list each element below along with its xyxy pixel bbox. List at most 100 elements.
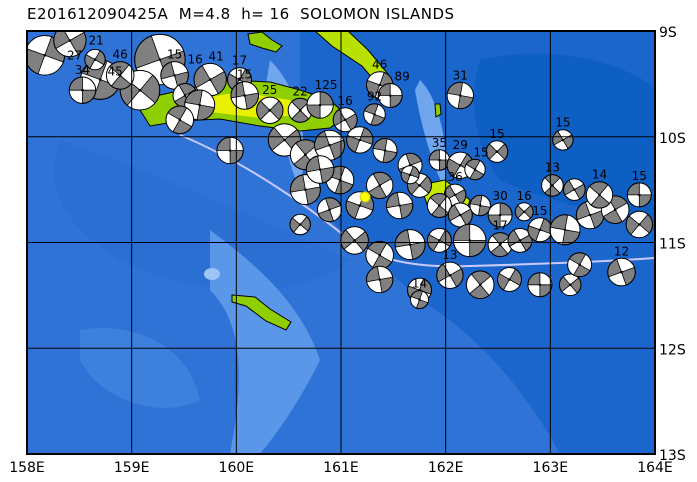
beachball[interactable]: [363, 68, 397, 102]
beachball[interactable]: [549, 126, 577, 154]
beachball[interactable]: [461, 265, 500, 304]
beachball[interactable]: [428, 149, 451, 171]
beachball[interactable]: [364, 264, 395, 295]
p-axis-dot: [118, 74, 122, 77]
beachball[interactable]: [525, 214, 556, 245]
p-axis-dot: [478, 283, 482, 287]
beachball[interactable]: [216, 136, 244, 165]
p-axis-dot: [453, 193, 457, 197]
beachball[interactable]: [361, 236, 399, 274]
beachball[interactable]: [384, 190, 415, 221]
beachball[interactable]: [304, 154, 336, 186]
p-axis-dot: [568, 283, 572, 287]
beachball[interactable]: [560, 175, 590, 205]
depth-label: 16: [338, 94, 353, 108]
beachball[interactable]: [537, 170, 568, 201]
p-axis-dot: [183, 94, 187, 97]
p-axis-dot: [538, 228, 542, 232]
beachball[interactable]: [399, 163, 422, 186]
beachball[interactable]: [461, 156, 489, 184]
beachball[interactable]: [408, 288, 431, 311]
p-axis-dot: [298, 109, 302, 112]
target-event-marker[interactable]: [359, 191, 371, 203]
beachball[interactable]: [468, 194, 492, 218]
p-axis-dot: [243, 94, 246, 97]
beachball[interactable]: [371, 137, 399, 165]
depth-label: 12: [614, 244, 629, 258]
depth-label: 31: [453, 68, 468, 82]
beachball[interactable]: [335, 221, 374, 260]
map-title: E201612090425A M=4.8 h= 16 SOLOMON ISLAN…: [27, 5, 455, 23]
focal-mechanisms: [27, 18, 658, 311]
beachball[interactable]: [453, 223, 487, 258]
beachball[interactable]: [182, 88, 217, 123]
beachball[interactable]: [251, 92, 288, 129]
beachball[interactable]: [48, 18, 92, 62]
p-axis-dot: [304, 153, 307, 156]
beachball[interactable]: [288, 172, 323, 207]
p-axis-dot: [598, 193, 601, 197]
beachball[interactable]: [362, 167, 398, 203]
depth-label: 45: [108, 65, 123, 79]
beachball[interactable]: [527, 272, 553, 298]
p-axis-dot: [408, 173, 412, 177]
beachball[interactable]: [444, 199, 477, 232]
p-axis-dot: [438, 158, 441, 162]
lat-tick-label: 9S: [659, 25, 677, 41]
beachball[interactable]: [229, 80, 261, 112]
p-axis-dot: [388, 94, 392, 97]
beachball[interactable]: [377, 83, 403, 108]
beachball[interactable]: [621, 206, 658, 243]
beachball[interactable]: [158, 58, 192, 92]
p-axis-dot: [138, 88, 142, 92]
beachball[interactable]: [487, 202, 513, 228]
beachball[interactable]: [563, 248, 596, 281]
beachball[interactable]: [445, 80, 476, 111]
depth-label: 27: [67, 48, 82, 62]
p-axis-dot: [438, 239, 441, 242]
depth-label: 15: [532, 204, 547, 218]
beachball[interactable]: [555, 270, 585, 300]
beachball[interactable]: [306, 91, 334, 119]
beachball[interactable]: [329, 103, 362, 136]
beachball[interactable]: [511, 199, 536, 224]
beachball[interactable]: [81, 46, 109, 74]
beachball[interactable]: [161, 101, 199, 139]
lon-tick-label: 164E: [637, 460, 673, 476]
beachball[interactable]: [626, 182, 652, 208]
beachball[interactable]: [493, 263, 526, 296]
p-axis-dot: [158, 58, 162, 61]
p-axis-dot: [478, 204, 482, 207]
p-axis-dot: [358, 204, 362, 207]
beachball[interactable]: [310, 126, 348, 164]
depth-label: 17: [232, 54, 247, 68]
beachball[interactable]: [393, 227, 428, 262]
beachball[interactable]: [343, 123, 377, 157]
beachball[interactable]: [604, 254, 639, 289]
beachball[interactable]: [581, 176, 618, 213]
beachball[interactable]: [432, 257, 468, 293]
p-axis-dot: [304, 188, 307, 191]
p-axis-dot: [43, 54, 47, 57]
beachball[interactable]: [68, 76, 97, 104]
p-axis-dot: [398, 204, 401, 207]
beachball[interactable]: [101, 56, 140, 95]
beachball[interactable]: [504, 224, 537, 257]
beachball[interactable]: [283, 93, 317, 127]
lat-tick-label: 13S: [659, 448, 686, 464]
lon-tick-label: 160E: [219, 460, 255, 476]
p-axis-dot: [418, 184, 421, 187]
beachball[interactable]: [188, 57, 232, 101]
p-axis-dot: [495, 150, 499, 153]
p-axis-dot: [93, 58, 97, 61]
axis-ticks: 158E 159E 160E 161E 162E 163E 164E 9S 10S 11S 12S 1…: [9, 25, 686, 476]
beachball[interactable]: [286, 210, 315, 239]
beachball[interactable]: [482, 136, 513, 167]
depth-label: 13: [545, 161, 560, 175]
depth-label: 16: [517, 189, 532, 203]
beachball[interactable]: [361, 101, 389, 129]
p-axis-dot: [208, 78, 212, 81]
p-axis-dot: [178, 118, 182, 122]
beachball[interactable]: [483, 228, 517, 262]
